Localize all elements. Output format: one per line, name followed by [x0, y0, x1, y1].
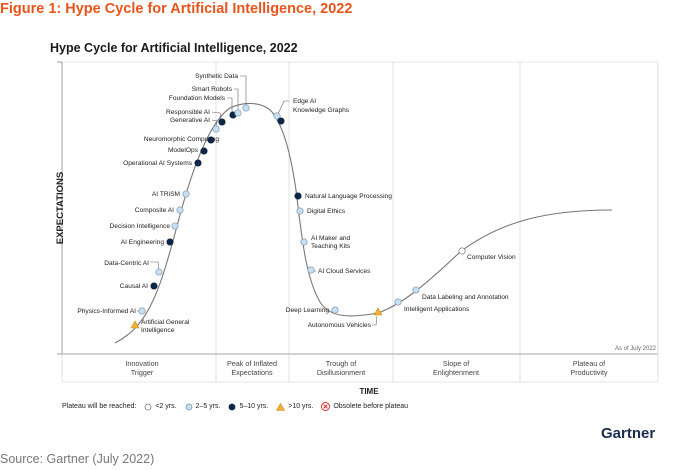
phase-label-innovation-2: Trigger [131, 368, 154, 377]
tech-label-ai-maker-and-teaching-kits: AI Maker and Teaching Kits [311, 235, 351, 250]
tech-label-modelops: ModelOps [168, 147, 199, 154]
tech-label-artificial-general-intelligence: Artificial General Intelligence [141, 319, 190, 334]
tech-label-digital-ethics: Digital Ethics [307, 208, 346, 215]
light-blue-marker [300, 238, 308, 246]
legend-item-obsolete: Obsolete before plateau [321, 402, 408, 411]
tech-label-ai-cloud-services: AI Cloud Services [318, 268, 371, 275]
phase-label-plateau-1: Plateau of [573, 359, 605, 368]
tech-label-knowledge-graphs: Knowledge Graphs [293, 107, 350, 114]
legend-label: >10 yrs. [288, 403, 314, 410]
light-blue-circle-icon [185, 403, 192, 410]
tech-label-natural-language-processing: Natural Language Processing [305, 193, 392, 200]
tech-label-operational-ai-systems: Operational AI Systems [123, 160, 193, 167]
tech-label-decision-intelligence: Decision Intelligence [110, 223, 171, 230]
light-blue-marker [212, 125, 220, 133]
tech-label-composite-ai: Composite AI [135, 207, 174, 214]
tech-label-neuromorphic-computing: Neuromorphic Computing [144, 136, 219, 143]
light-blue-marker [176, 206, 184, 214]
legend-item-gt10: >10 yrs. [276, 402, 314, 411]
obsolete-x-icon [321, 402, 331, 411]
leader-line [277, 100, 289, 115]
leader-line [227, 97, 233, 112]
light-blue-marker [412, 286, 420, 294]
dark-marker [294, 192, 302, 200]
y-axis-label: EXPECTATIONS [55, 172, 66, 245]
figure-title: Figure 1: Hype Cycle for Artificial Inte… [0, 1, 353, 17]
light-blue-marker [138, 307, 146, 315]
dark-marker [200, 147, 208, 155]
dark-marker [277, 117, 285, 125]
dark-marker [166, 238, 174, 246]
x-axis-label: TIME [359, 387, 379, 396]
phase-label-trough-2: Disillusionment [317, 368, 365, 377]
leader-line [240, 75, 247, 106]
tech-label-computer-vision: Computer Vision [467, 254, 516, 261]
triangle-marker [130, 320, 140, 329]
dark-marker [194, 159, 202, 167]
legend: Plateau will be reached: <2 yrs. 2–5 yrs… [62, 402, 416, 411]
hype-curve [114, 103, 613, 344]
legend-label: Obsolete before plateau [333, 403, 409, 410]
tech-label-smart-robots: Smart Robots [192, 86, 233, 93]
leader-line [211, 119, 218, 128]
legend-prefix: Plateau will be reached: [62, 403, 137, 410]
tech-label-deep-learning: Deep Learning [286, 307, 330, 314]
light-blue-marker [234, 109, 242, 117]
light-blue-marker [296, 207, 304, 215]
light-blue-marker [307, 266, 315, 274]
tech-label-generative-ai: Generative AI [170, 117, 210, 124]
dark-marker [150, 282, 158, 290]
light-blue-marker [182, 190, 190, 198]
leader-line [372, 315, 378, 326]
leader-line [150, 261, 160, 271]
legend-item-lt2: <2 yrs. [144, 403, 177, 411]
legend-label: <2 yrs. [155, 403, 177, 410]
chart-title: Hype Cycle for Artificial Intelligence, … [50, 41, 298, 55]
tech-label-causal-ai: Causal AI [120, 283, 148, 290]
phase-label-slope-2: Enlightenment [433, 368, 479, 377]
light-blue-marker [273, 112, 281, 120]
phase-label-trough-1: Trough of [326, 359, 357, 368]
light-blue-marker [331, 306, 339, 314]
tech-label-responsible-ai: Responsible AI [166, 109, 210, 116]
legend-label: 5–10 yrs. [239, 403, 269, 410]
tech-label-edge-ai: Edge AI [293, 98, 316, 105]
hollow-circle-icon [144, 403, 152, 410]
dark-marker [218, 118, 226, 126]
leader-line [211, 111, 222, 121]
gartner-logo: Gartner [601, 425, 656, 442]
as-of-note: As of July 2022 [615, 346, 657, 352]
tech-label-ai-engineering: AI Engineering [121, 239, 165, 246]
tech-label-data-centric-ai: Data-Centric AI [104, 260, 149, 267]
source-note: Source: Gartner (July 2022) [0, 452, 155, 466]
tech-label-physics-informed-ai: Physics-Informed AI [77, 308, 136, 315]
triangle-marker [373, 307, 383, 316]
light-blue-marker [394, 298, 402, 306]
tech-label-foundation-models: Foundation Models [169, 95, 226, 102]
legend-item-5to10: 5–10 yrs. [228, 403, 268, 411]
hollow-marker [458, 247, 466, 255]
leader-line [234, 88, 239, 111]
light-blue-marker [155, 268, 163, 276]
legend-label: 2–5 yrs. [195, 403, 221, 410]
phase-label-plateau-2: Productivity [570, 368, 608, 377]
tech-label-autonomous-vehicles: Autonomous Vehicles [308, 322, 372, 329]
tech-label-data-labeling-and-annotation: Data Labeling and Annotation [422, 294, 509, 301]
phase-label-peak-2: Expectations [231, 368, 273, 377]
phase-label-slope-1: Slope of [443, 359, 469, 368]
dark-circle-icon [229, 403, 236, 410]
phase-label-peak-1: Peak of Inflated [227, 359, 277, 368]
tech-label-intelligent-applications: Intelligent Applications [404, 306, 470, 313]
phase-label-innovation-1: Innovation [125, 359, 158, 368]
light-blue-marker [242, 104, 250, 112]
tech-label-ai-trism: AI TRiSM [152, 191, 180, 198]
light-blue-marker [171, 222, 179, 230]
triangle-icon [276, 402, 286, 411]
legend-item-2to5: 2–5 yrs. [185, 403, 221, 411]
dark-marker [207, 136, 215, 144]
technology-markers: Physics-Informed AI Artificial General Int… [77, 73, 516, 334]
tech-label-synthetic-data: Synthetic Data [195, 73, 238, 80]
